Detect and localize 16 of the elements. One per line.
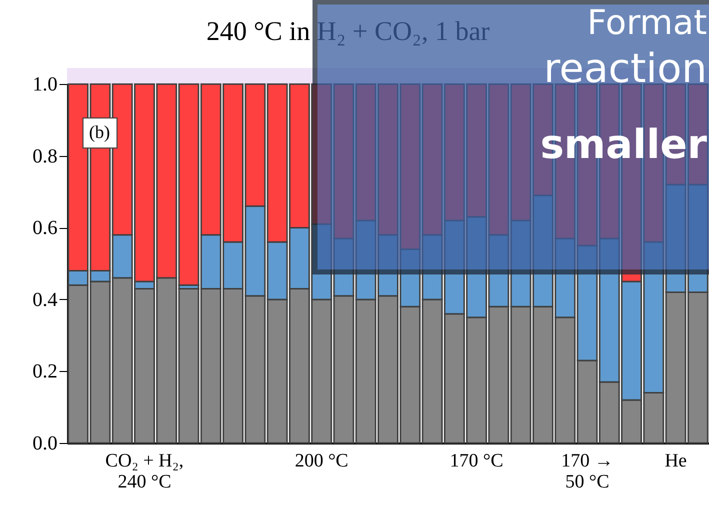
x-tick-label: He [664, 450, 687, 472]
x-tick-label: 200 °C [294, 450, 348, 472]
y-tick-label: 0.8 [32, 145, 58, 168]
y-tick-label: 0.4 [32, 288, 58, 311]
x-tick-label: 170 → 50 °C [561, 450, 614, 492]
y-tick-label: 0.0 [32, 432, 58, 454]
annotation: reaction [544, 46, 707, 92]
y-tick-label: 1.0 [32, 74, 58, 96]
annotation: smaller [540, 122, 708, 168]
x-tick-label: 170 °C [450, 450, 504, 472]
x-tick-label: CO₂ + H₂, 240 °C [105, 450, 184, 492]
y-tick-label: 0.2 [32, 360, 58, 383]
text: Format [587, 3, 707, 43]
annotation: (b) [89, 122, 110, 142]
chart-title: 240 °C in H₂ + CO₂, 1 bar [206, 16, 490, 46]
y-tick-label: 0.6 [32, 217, 58, 240]
